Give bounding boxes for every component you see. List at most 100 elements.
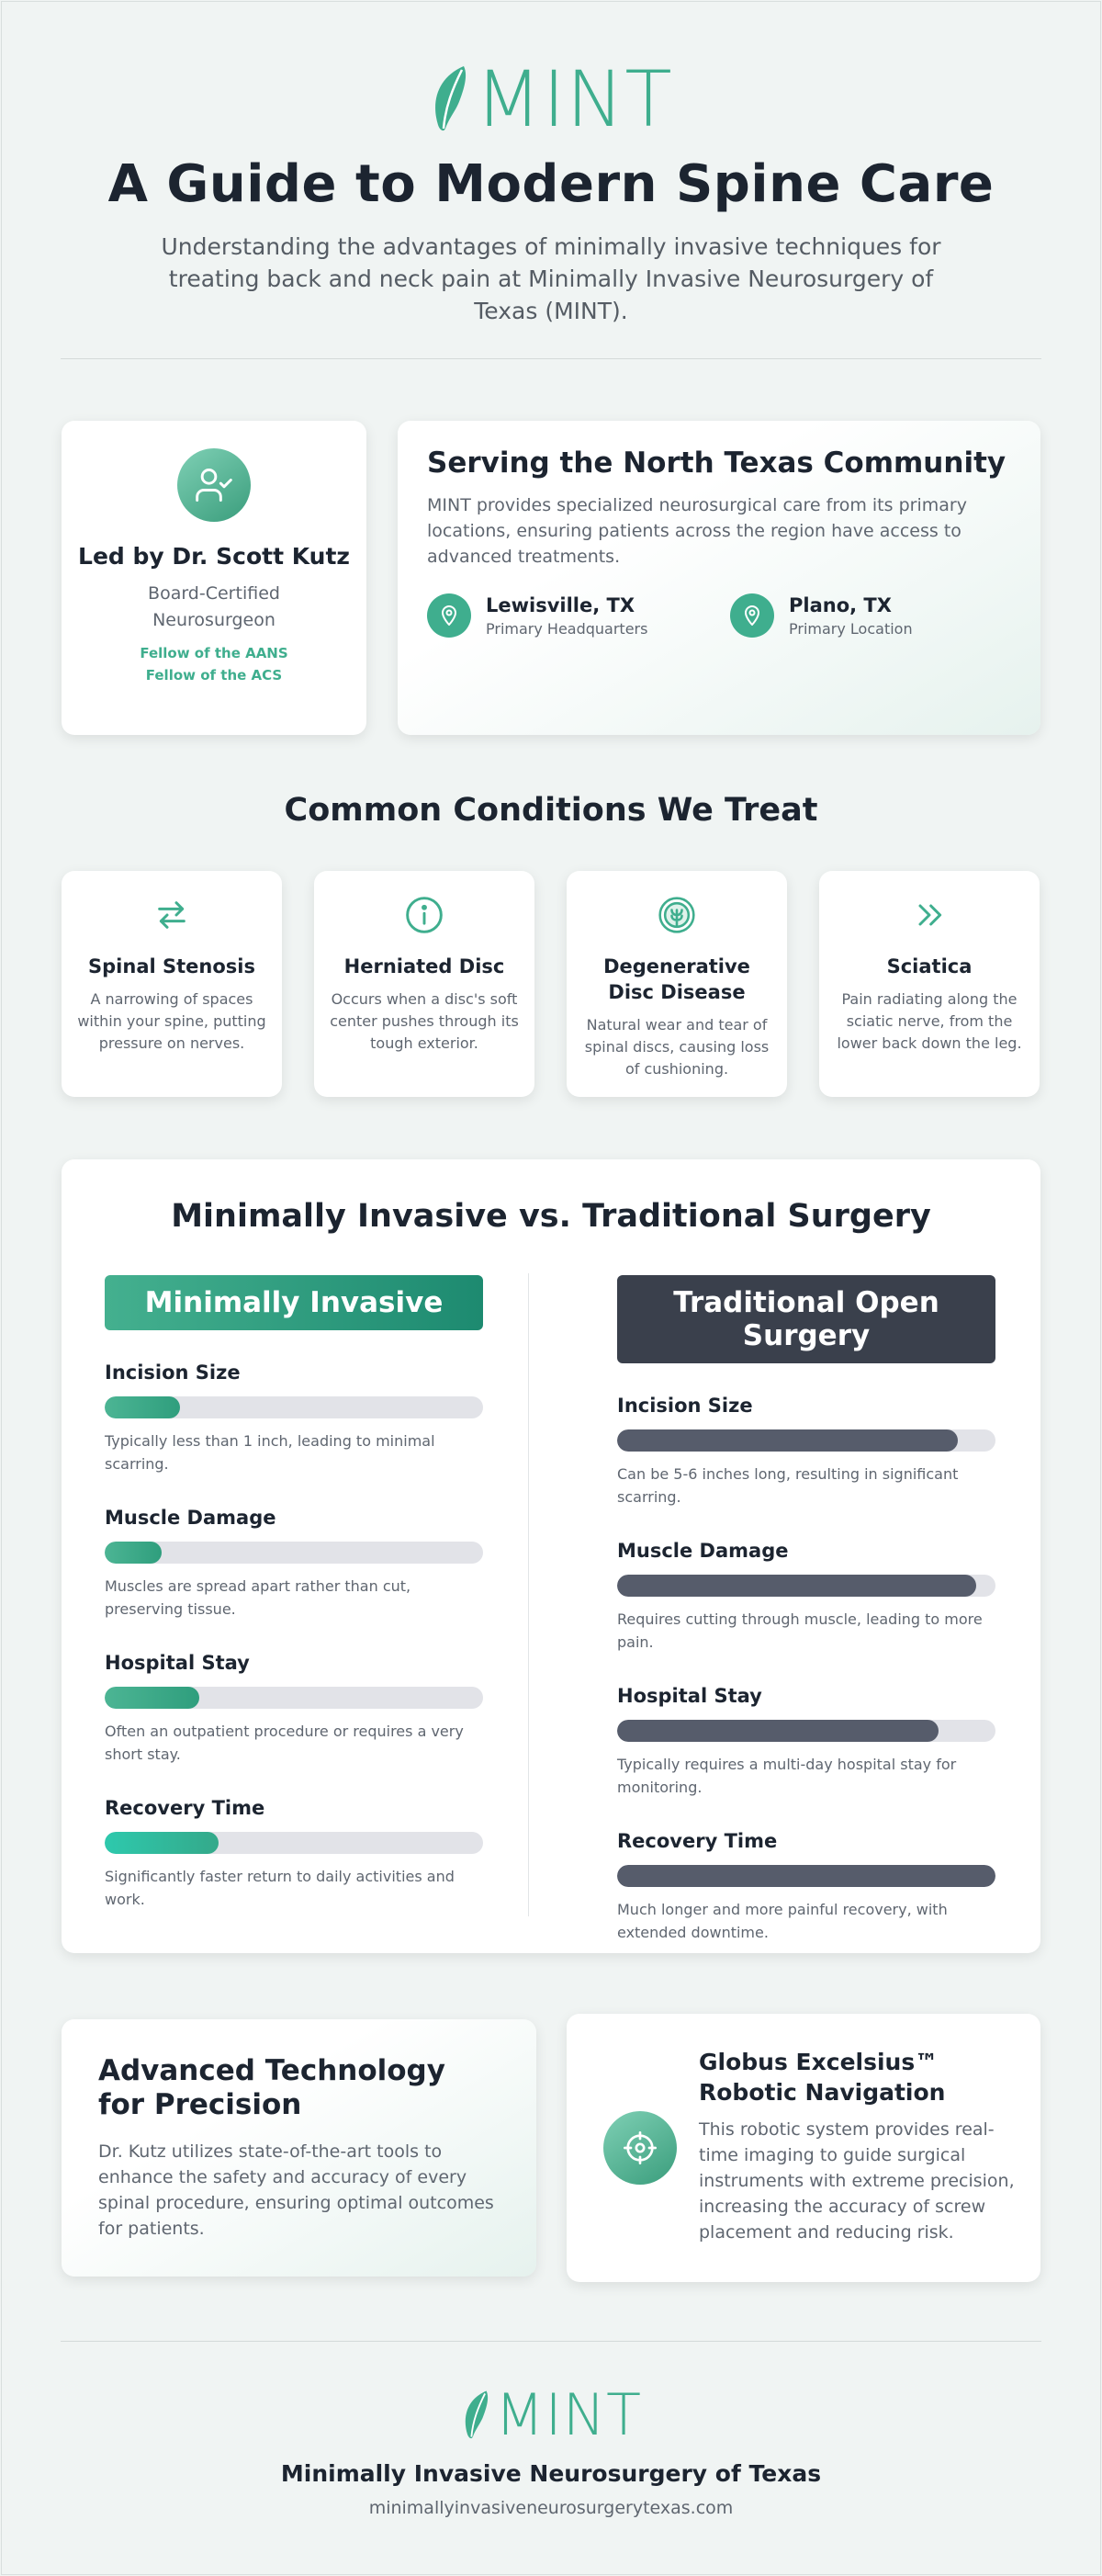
header: MINT A Guide to Modern Spine Care Unders… (0, 61, 1102, 327)
condition-card-herniated-disc: Herniated Disc Occurs when a disc's soft… (314, 871, 534, 1097)
leaf-icon (435, 66, 467, 131)
page-subtitle: Understanding the advantages of minimall… (161, 233, 941, 324)
community-text: MINT provides specialized neurosurgical … (427, 495, 967, 567)
metric-label: Muscle Damage (105, 1507, 276, 1529)
footer-divider (61, 2341, 1041, 2342)
metric-desc: Significantly faster return to daily act… (105, 1868, 455, 1908)
technology-text: Dr. Kutz utilizes state-of-the-art tools… (98, 2141, 494, 2239)
metric-bar-fill (105, 1687, 199, 1709)
location-sub: Primary Location (789, 619, 913, 638)
page-title: A Guide to Modern Spine Care (107, 154, 995, 214)
column-minimally-invasive: Minimally Invasive Incision Size Typical… (105, 1275, 483, 1911)
metric-label: Recovery Time (617, 1830, 778, 1852)
condition-title: Herniated Disc (343, 955, 505, 977)
column-heading: Minimally Invasive (105, 1275, 483, 1330)
community-card: Serving the North Texas Community MINT p… (398, 421, 1040, 735)
footer-logo: MINT (0, 2387, 1102, 2444)
condition-desc: Natural wear and tear of spinal discs, c… (584, 1016, 770, 1078)
footer-website-link[interactable]: minimallyinvasiveneurosurgerytexas.com (368, 2498, 734, 2518)
metric-bar (617, 1575, 995, 1597)
doctor-card: Led by Dr. Scott Kutz Board-Certified Ne… (62, 421, 366, 735)
metric-bar-fill (105, 1832, 219, 1854)
metric-label: Incision Size (105, 1361, 241, 1384)
column-heading: Traditional Open Surgery (617, 1275, 995, 1363)
technology-title: Advanced Technology for Precision (98, 2054, 445, 2121)
condition-desc: A narrowing of spaces within your spine,… (77, 990, 266, 1052)
metric-label: Incision Size (617, 1395, 753, 1417)
metric-bar (617, 1429, 995, 1452)
metric-desc: Typically requires a multi-day hospital … (617, 1756, 957, 1796)
metric: Muscle Damage Requires cutting through m… (617, 1540, 995, 1654)
condition-card-degenerative-disc: Degenerative Disc Disease Natural wear a… (567, 871, 787, 1097)
logo-text: MINT (494, 2381, 643, 2448)
metric-label: Hospital Stay (617, 1685, 762, 1707)
robot-text: This robotic system provides real-time i… (699, 2119, 1015, 2243)
metric: Recovery Time Significantly faster retur… (105, 1797, 483, 1911)
robot-title: Globus Excelsius™ Robotic Navigation (699, 2049, 946, 2106)
metric-bar-fill (105, 1396, 181, 1418)
technology-card: Advanced Technology for Precision Dr. Ku… (62, 2019, 536, 2277)
fellowship-aans: Fellow of the AANS (140, 645, 288, 661)
condition-desc: Occurs when a disc's soft center pushes … (330, 990, 519, 1052)
metric-bar (105, 1687, 483, 1709)
leaf-icon (465, 2390, 489, 2439)
info-circle-icon (327, 895, 522, 935)
arrows-left-right-icon (74, 895, 269, 935)
doctor-fellowships: Fellow of the AANS Fellow of the ACS (62, 642, 366, 686)
condition-card-sciatica: Sciatica Pain radiating along the sciati… (819, 871, 1040, 1097)
metric-bar-fill (617, 1575, 977, 1597)
location-sub: Primary Headquarters (486, 619, 648, 638)
location-name: Plano, TX (789, 593, 892, 616)
user-check-icon (177, 448, 251, 522)
column-traditional-surgery: Traditional Open Surgery Incision Size C… (617, 1275, 995, 1944)
disc-icon (579, 895, 774, 935)
metric-desc: Can be 5-6 inches long, resulting in sig… (617, 1465, 959, 1506)
comparison-title: Minimally Invasive vs. Traditional Surge… (171, 1198, 931, 1235)
fellowship-acs: Fellow of the ACS (145, 667, 283, 684)
condition-title: Spinal Stenosis (88, 955, 255, 977)
logo-text: MINT (475, 54, 673, 144)
metric-desc: Muscles are spread apart rather than cut… (105, 1577, 411, 1618)
metric-bar (105, 1832, 483, 1854)
location-lewisville: Lewisville, TX Primary Headquarters (427, 593, 647, 638)
community-title: Serving the North Texas Community (427, 446, 1006, 480)
metric-bar-fill (617, 1720, 939, 1742)
metric-bar (105, 1542, 483, 1564)
condition-desc: Pain radiating along the sciatic nerve, … (837, 990, 1022, 1052)
map-pin-icon (730, 593, 774, 638)
footer-org-name: Minimally Invasive Neurosurgery of Texas (280, 2460, 822, 2487)
metric: Incision Size Typically less than 1 inch… (105, 1361, 483, 1475)
metric-bar-fill (105, 1542, 162, 1564)
metric-desc: Much longer and more painful recovery, w… (617, 1901, 948, 1941)
metric-bar (617, 1720, 995, 1742)
conditions-title: Common Conditions We Treat (284, 792, 818, 829)
metric-desc: Typically less than 1 inch, leading to m… (105, 1432, 435, 1473)
metric: Hospital Stay Typically requires a multi… (617, 1685, 995, 1799)
crosshair-icon (603, 2111, 677, 2185)
header-logo: MINT (0, 61, 1102, 138)
location-name: Lewisville, TX (486, 593, 635, 616)
metric-label: Hospital Stay (105, 1652, 250, 1674)
metric-desc: Requires cutting through muscle, leading… (617, 1610, 983, 1651)
metric-bar-fill (617, 1865, 995, 1887)
map-pin-icon (427, 593, 471, 638)
metric: Hospital Stay Often an outpatient proced… (105, 1652, 483, 1766)
metric-bar (105, 1396, 483, 1418)
metric-label: Recovery Time (105, 1797, 265, 1819)
condition-title: Degenerative Disc Disease (603, 955, 750, 1003)
comparison-divider (528, 1273, 529, 1916)
metric-label: Muscle Damage (617, 1540, 789, 1562)
chevrons-right-icon (832, 895, 1027, 935)
header-divider (61, 358, 1041, 359)
metric: Recovery Time Much longer and more painf… (617, 1830, 995, 1944)
metric: Incision Size Can be 5-6 inches long, re… (617, 1395, 995, 1508)
comparison-card: Minimally Invasive vs. Traditional Surge… (62, 1159, 1040, 1953)
metric-desc: Often an outpatient procedure or require… (105, 1723, 464, 1763)
condition-card-spinal-stenosis: Spinal Stenosis A narrowing of spaces wi… (62, 871, 282, 1097)
condition-title: Sciatica (886, 955, 973, 977)
doctor-role: Board-Certified Neurosurgeon (148, 583, 280, 630)
location-plano: Plano, TX Primary Location (730, 593, 913, 638)
metric-bar-fill (617, 1429, 958, 1452)
metric-bar (617, 1865, 995, 1887)
